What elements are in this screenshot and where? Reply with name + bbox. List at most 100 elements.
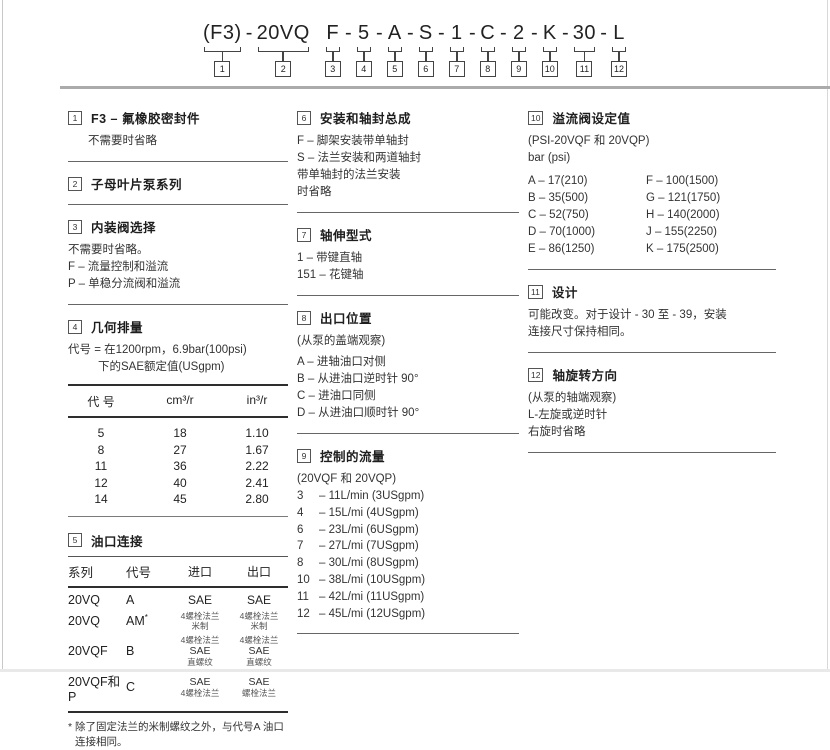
code-number-box: 3	[324, 61, 341, 77]
section-relief-setting: 10 溢流阀设定值 (PSI-20VQF 和 20VQP) bar (psi) A…	[528, 108, 776, 258]
list-item: 12– 45L/mi (12USgpm)	[297, 607, 426, 620]
text-line: S – 法兰安装和两道轴封	[297, 152, 421, 164]
footnote-line: 连接相同。	[75, 735, 128, 748]
cell: 40	[173, 475, 187, 490]
table-row: 20VQ AM* 4螺栓法兰 米制 4螺栓法兰 米制	[68, 609, 288, 633]
code-segment-text: S	[418, 22, 433, 44]
section-controlled-flow: 9 控制的流量 (20VQF 和 20VQP) 3– 11L/min (3USgp…	[297, 446, 519, 622]
list-item: A – 17(210) F – 100(1500)	[528, 175, 719, 187]
code-segment-text: 5	[357, 22, 370, 44]
cell: 12	[94, 475, 108, 490]
section-divider	[528, 352, 776, 353]
code-separator: -	[499, 22, 507, 44]
cell: 1.10	[245, 426, 269, 440]
section-number: 4	[68, 319, 82, 334]
bracket	[325, 47, 340, 52]
table-row: 20VQF B 4螺栓法兰 SAE 直螺纹 4螺栓法兰 SAE 直螺纹	[68, 633, 288, 669]
code-number-box: 4	[355, 61, 372, 77]
bracket	[418, 47, 433, 52]
list-item: C – 52(750) H – 140(2000)	[528, 209, 720, 221]
code-segment: K 10	[541, 20, 558, 77]
column-header: 代 号	[87, 395, 115, 409]
page-edge-right	[827, 0, 828, 672]
stem-line	[363, 52, 365, 61]
code-number-box: 1	[214, 61, 231, 77]
text-line: (从泵的轴端观察)	[528, 392, 617, 404]
section-number: 7	[297, 227, 311, 242]
table-body: 20VQ A SAE SAE 20VQ AM* 4螺栓法兰 米制 4螺栓法兰 米制 …	[68, 588, 288, 711]
bracket	[573, 47, 596, 52]
text-line: F – 脚架安装带单轴封	[297, 135, 409, 147]
code-segment-text: 30	[572, 22, 597, 44]
cell-outlet: 4螺栓法兰 SAE 直螺纹	[239, 634, 279, 667]
cell: 2.80	[245, 492, 269, 506]
section-number: 1	[68, 110, 82, 125]
column-header: cm³/r	[166, 393, 194, 407]
table-row: 20VQF和P C SAE 4螺栓法兰 SAE 螺栓法兰	[68, 669, 288, 706]
cell-outlet: SAE	[246, 592, 271, 607]
section-title: 内装阀选择	[91, 221, 157, 235]
section-divider	[68, 304, 288, 305]
table-row: 5 18 1.10	[68, 425, 288, 442]
bracket	[356, 47, 371, 52]
section-number: 10	[528, 110, 544, 125]
text-line: (PSI-20VQF 和 20VQP)	[528, 135, 650, 147]
cell-inlet: SAE	[187, 592, 212, 607]
port-connections-table: 系列 代号 进口 出口 20VQ A SAE SAE 20VQ AM* 4螺栓法…	[68, 555, 288, 713]
section-number: 8	[297, 310, 311, 325]
text-line: 时省略	[297, 186, 332, 198]
text-line: 不需要时省略。	[68, 244, 149, 256]
cell-code: C	[126, 680, 136, 694]
stem-line	[282, 52, 284, 61]
section-title: 设计	[551, 286, 578, 300]
text-line: A – 进轴油口对侧	[297, 356, 386, 368]
section-pump-series: 2 子母叶片泵系列	[68, 174, 288, 193]
cell: 5	[97, 426, 105, 440]
section-number: 2	[68, 176, 82, 191]
code-segment-text: K	[542, 22, 557, 44]
cell: 18	[173, 426, 187, 440]
text-line: 1 – 带键直轴	[297, 252, 363, 264]
cell-code: B	[126, 643, 135, 658]
column-header: 进口	[187, 564, 212, 579]
column-left: 1 F3 – 氟橡胶密封件 不需要时省略 2 子母叶片泵系列 3 内装阀选择 不需要时…	[68, 108, 288, 750]
stem-line	[583, 52, 586, 61]
text-line: (20VQF 和 20VQP)	[297, 473, 397, 485]
list-item: 6– 23L/mi (6USgpm)	[297, 523, 419, 536]
cell-series: 20VQF	[68, 643, 108, 658]
section-title: 轴伸型式	[320, 229, 373, 243]
section-title: F3 – 氟橡胶密封件	[91, 112, 200, 126]
code-segment-text: 2	[512, 22, 525, 44]
table-header-row: 系列 代号 进口 出口	[68, 557, 288, 588]
text-line: 151 – 花键轴	[297, 269, 364, 281]
stem-line	[332, 52, 334, 61]
table-row: 11 36 2.22	[68, 458, 288, 475]
text-line: F – 流量控制和溢流	[68, 261, 169, 273]
code-separator: -	[600, 22, 607, 44]
code-separator: -	[406, 22, 414, 44]
column-middle: 6 安装和轴封总成 F – 脚架安装带单轴封 S – 法兰安装和两道轴封 带单轴封…	[297, 108, 519, 646]
list-item: 4– 15L/mi (4USgpm)	[297, 506, 419, 519]
section-title: 出口位置	[320, 312, 373, 326]
code-number-box: 12	[611, 61, 628, 77]
stem-line	[618, 52, 620, 61]
code-number-box: 11	[576, 61, 593, 77]
section-title: 轴旋转方向	[552, 369, 618, 383]
bracket	[449, 47, 464, 52]
section-title: 油口连接	[91, 534, 144, 549]
list-item: D – 70(1000) J – 155(2250)	[528, 226, 717, 238]
cell-code: AM*	[126, 612, 148, 629]
code-segment: 20VQ 2	[257, 20, 310, 77]
column-header: 出口	[246, 564, 271, 579]
text-line: L-左旋或逆时针	[528, 409, 608, 421]
section-title: 几何排量	[91, 321, 144, 335]
section-divider	[297, 633, 519, 635]
table-footnote: * 除了固定法兰的米制螺纹之外，与代号A 油口 连接相同。	[68, 720, 288, 750]
section-seals: 1 F3 – 氟橡胶密封件 不需要时省略	[68, 108, 288, 150]
section-number: 9	[297, 448, 311, 463]
code-separator: -	[561, 22, 569, 44]
